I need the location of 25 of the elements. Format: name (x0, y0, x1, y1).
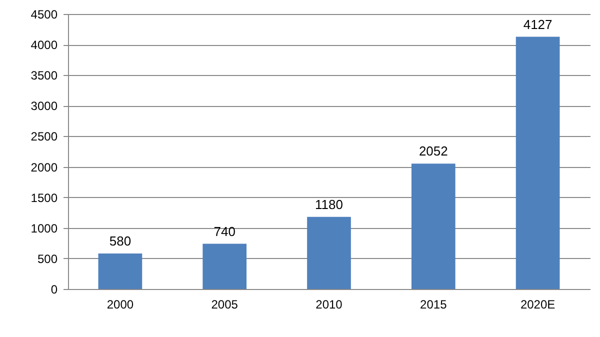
y-tick-label: 0 (50, 282, 58, 296)
y-tick-label: 4500 (30, 8, 58, 22)
y-tick-label: 4000 (30, 38, 58, 52)
data-label: 740 (214, 224, 236, 239)
x-tick-label: 2000 (106, 298, 134, 312)
x-tick-label: 2015 (420, 298, 448, 312)
x-tick-label: 2020E (520, 298, 556, 312)
y-tick-label: 1000 (30, 221, 58, 236)
y-tick-label: 3500 (30, 68, 58, 83)
data-label: 2052 (418, 144, 448, 159)
bar (98, 254, 142, 289)
bar (202, 244, 247, 289)
y-tick-label: 2000 (30, 160, 58, 174)
y-tick-label: 1500 (30, 190, 58, 205)
x-tick-label: 2010 (316, 298, 343, 312)
bar (516, 36, 560, 289)
y-tick-label: 500 (37, 252, 58, 266)
y-tick-label: 2500 (30, 130, 58, 144)
bar (307, 216, 351, 289)
bar (411, 164, 456, 289)
x-tick-label: 2005 (211, 298, 238, 312)
y-tick-label: 3000 (30, 99, 58, 114)
data-label: 580 (109, 234, 132, 249)
data-label: 4127 (523, 16, 552, 32)
data-label: 1180 (315, 196, 343, 212)
